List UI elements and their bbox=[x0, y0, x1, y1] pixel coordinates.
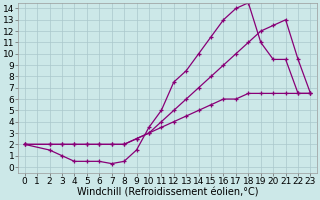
X-axis label: Windchill (Refroidissement éolien,°C): Windchill (Refroidissement éolien,°C) bbox=[77, 187, 258, 197]
